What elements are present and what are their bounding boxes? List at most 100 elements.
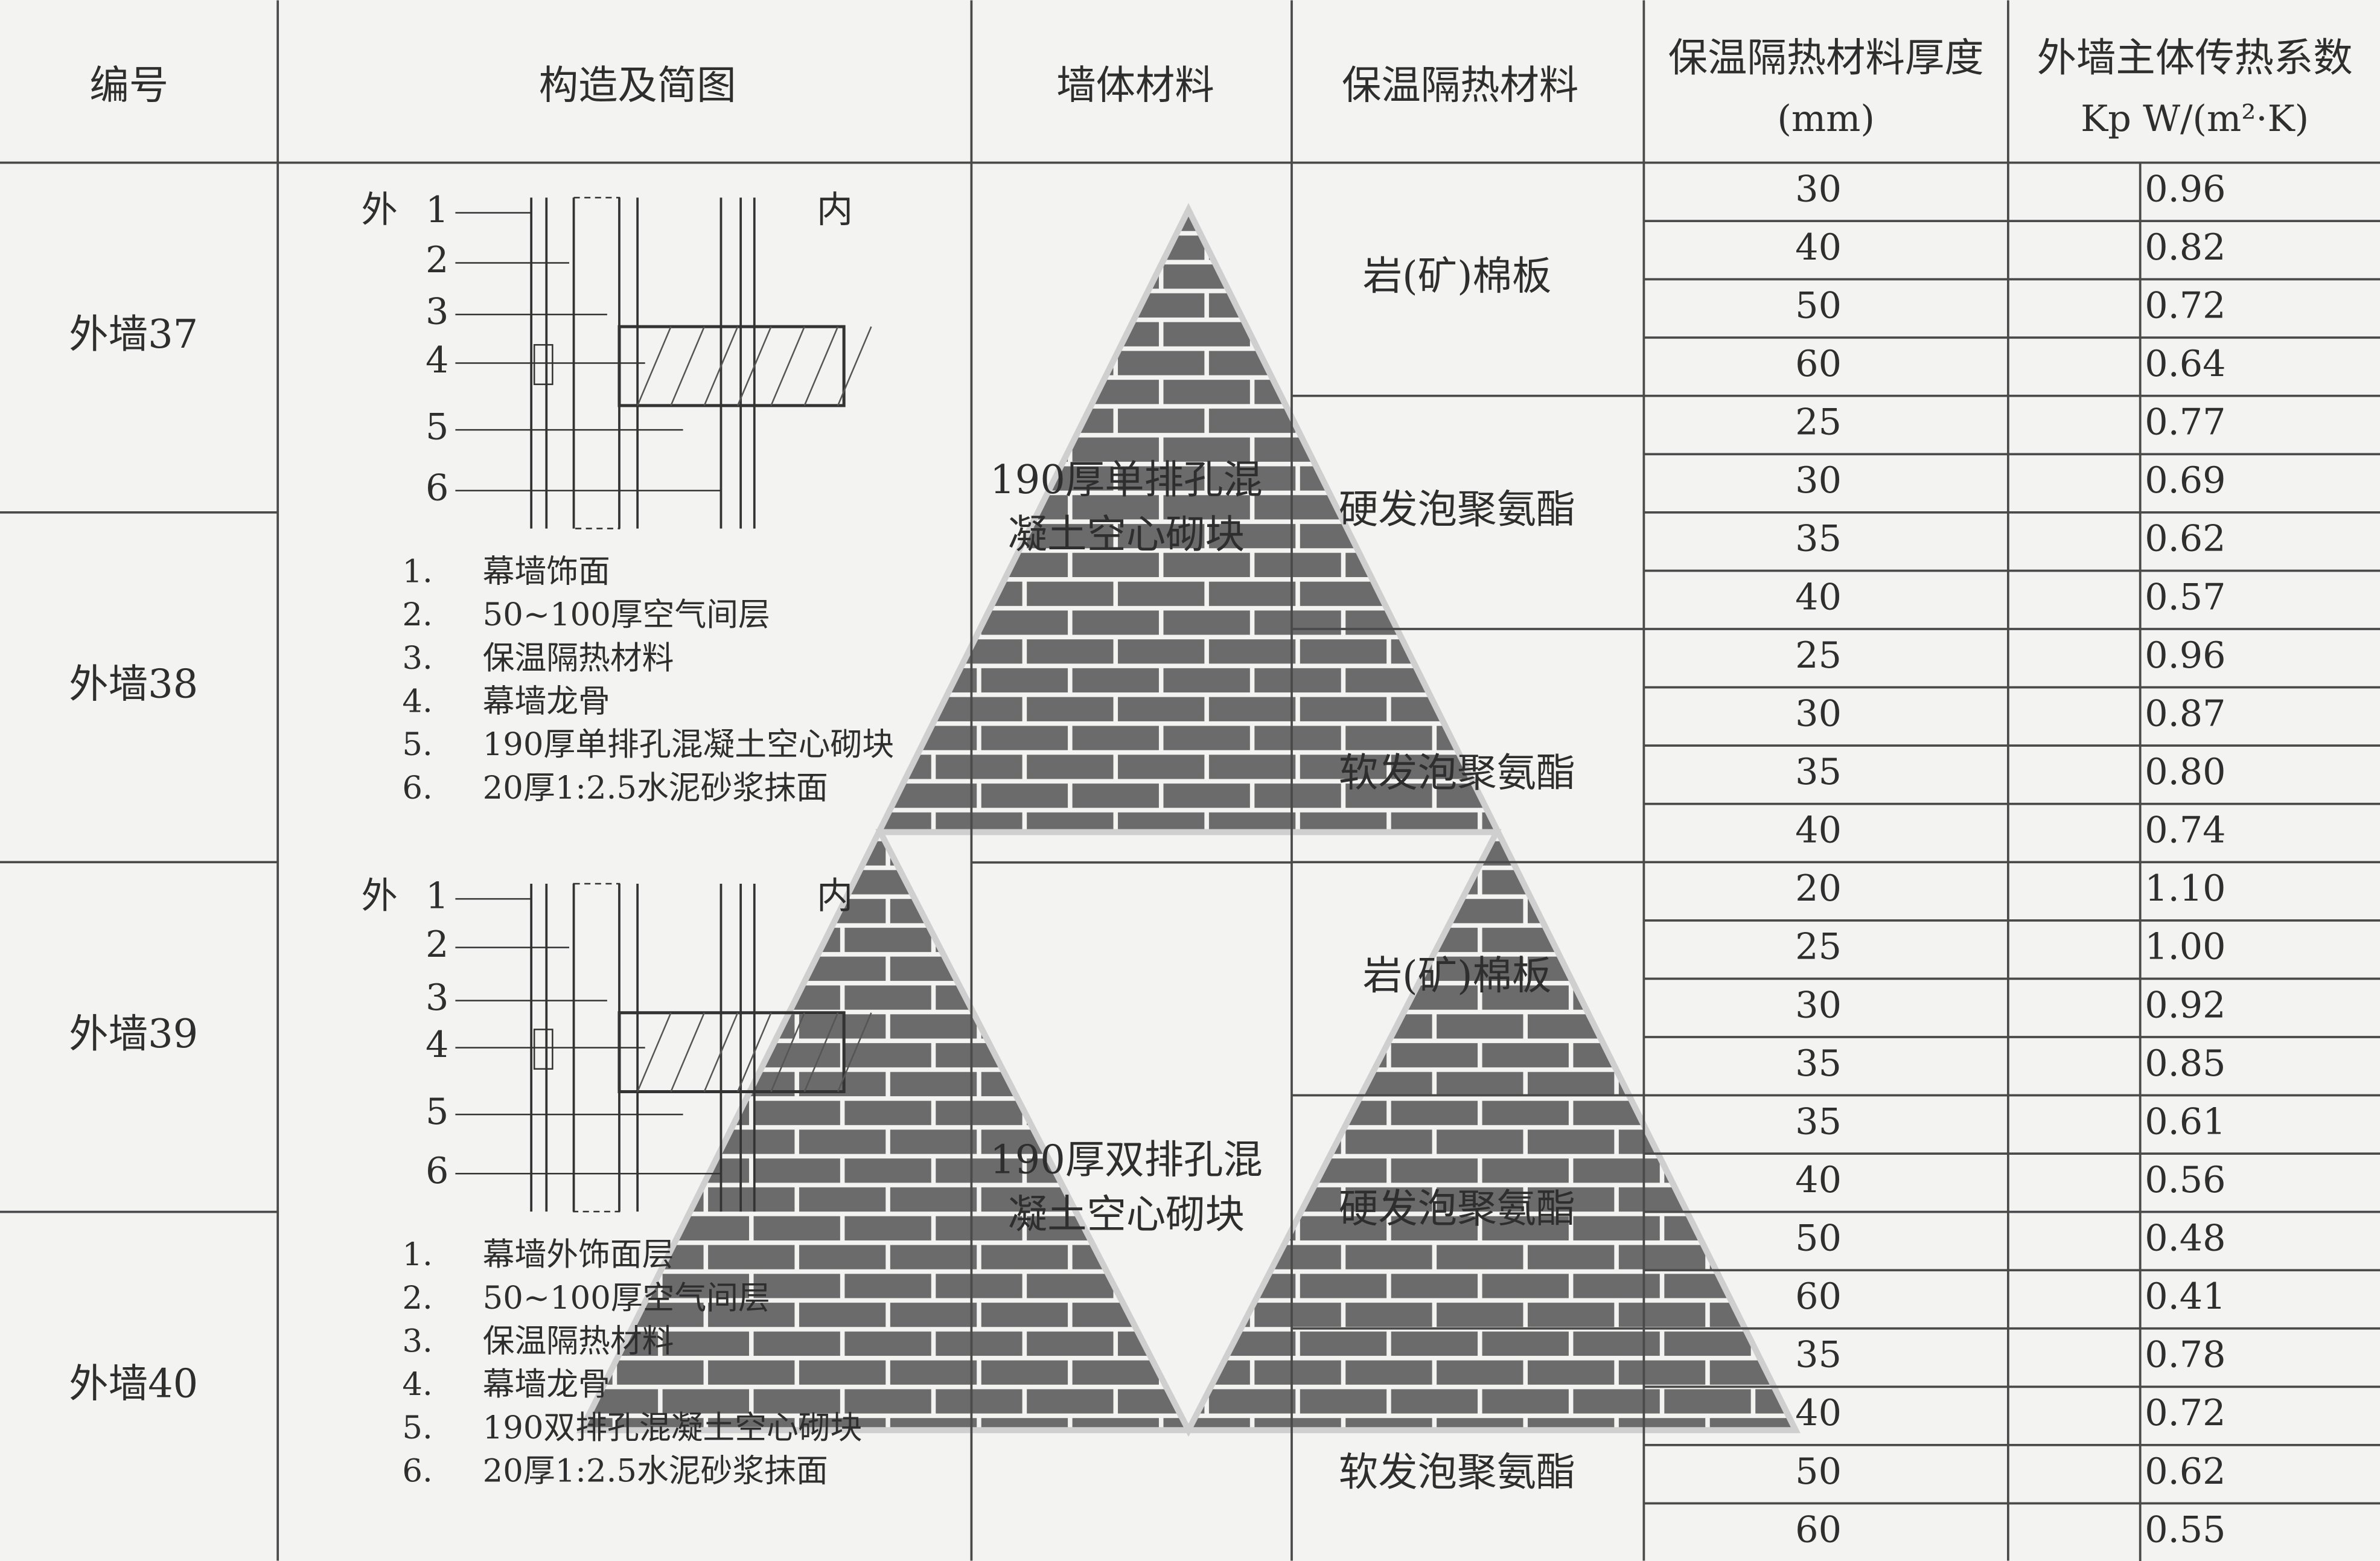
note-number: 6.: [402, 770, 432, 806]
thickness: 40: [1795, 226, 1842, 269]
hatch: [736, 1012, 772, 1092]
diagram-inside: 内: [817, 875, 853, 918]
thickness: 20: [1795, 867, 1842, 910]
thickness: 50: [1795, 1451, 1842, 1493]
note-number: 2.: [402, 1280, 432, 1317]
note-text: 20厚1:2.5水泥砂浆抹面: [483, 1452, 828, 1489]
insulation-material: 硬发泡聚氨酯: [1339, 1186, 1575, 1232]
hatch: [837, 326, 872, 406]
k-value: 0.77: [2145, 401, 2225, 444]
header-cell: 保温隔热材料: [1342, 62, 1578, 108]
layer-number: 5: [426, 406, 448, 449]
insulation-material: 岩(矿)棉板: [1363, 254, 1552, 299]
k-value: 0.85: [2145, 1042, 2225, 1085]
note-number: 3.: [402, 640, 432, 677]
k-value: 0.72: [2145, 1392, 2225, 1434]
note-number: 5.: [402, 1409, 432, 1446]
note-number: 1.: [402, 554, 432, 590]
thickness: 40: [1795, 576, 1842, 618]
hatch: [703, 326, 739, 406]
note-text: 保温隔热材料: [483, 640, 674, 677]
k-value: 1.00: [2145, 926, 2225, 968]
layer-number: 2: [426, 924, 448, 966]
note-text: 190双排孔混凝土空心砌块: [483, 1409, 863, 1446]
thickness: 35: [1795, 1334, 1842, 1376]
k-value: 0.92: [2145, 984, 2225, 1026]
thickness: 50: [1795, 285, 1842, 327]
note-text: 50~100厚空气间层: [483, 596, 770, 633]
brick-graphic: [576, 203, 1801, 1437]
k-value: 0.80: [2145, 751, 2225, 793]
hatch: [770, 1012, 805, 1092]
insulation-material: 岩(矿)棉板: [1363, 953, 1552, 998]
layer-number: 4: [426, 1024, 448, 1066]
note-text: 幕墙龙骨: [483, 1366, 610, 1403]
keel: [533, 344, 554, 385]
wall-material: 190厚单排孔混: [990, 457, 1263, 503]
wall-id: 外墙38: [69, 662, 198, 707]
floor-slab: [617, 325, 846, 407]
diagram-outside: 外: [361, 875, 397, 918]
k-value: 0.72: [2145, 285, 2225, 327]
thickness: 35: [1795, 1100, 1842, 1143]
note-number: 4.: [402, 1366, 432, 1403]
k-value: 0.82: [2145, 226, 2225, 269]
thickness: 60: [1795, 1275, 1842, 1318]
thickness: 50: [1795, 1218, 1842, 1260]
note-number: 2.: [402, 596, 432, 633]
k-value: 0.78: [2145, 1334, 2225, 1376]
wall-material: 190厚双排孔混: [990, 1137, 1263, 1183]
layer-number: 4: [426, 339, 448, 381]
layer-number: 6: [426, 467, 448, 509]
k-value: 0.61: [2145, 1100, 2225, 1143]
hatch: [670, 1012, 705, 1092]
layer-number: 5: [426, 1091, 448, 1133]
hatch: [803, 1012, 839, 1092]
thickness: 60: [1795, 343, 1842, 385]
note-number: 5.: [402, 726, 432, 763]
thickness: 25: [1795, 401, 1842, 444]
k-value: 0.64: [2145, 343, 2225, 385]
diagram-outside: 外: [361, 189, 397, 231]
table-content: 编号 构造及简图 墙体材料 保温隔热材料保温隔热材料厚度(mm)外墙主体传热系数Kp …: [69, 35, 2352, 1551]
k-value: 0.56: [2145, 1159, 2225, 1201]
thickness: 35: [1795, 1042, 1842, 1085]
hatch: [736, 326, 772, 406]
thickness: 25: [1795, 926, 1842, 968]
wall-material: 凝土空心砌块: [1008, 512, 1245, 558]
hatch: [770, 326, 805, 406]
note-text: 20厚1:2.5水泥砂浆抹面: [483, 770, 828, 806]
wall-id: 外墙39: [69, 1011, 198, 1057]
note-number: 4.: [402, 683, 432, 720]
k-value: 0.57: [2145, 576, 2225, 618]
note-text: 50~100厚空气间层: [483, 1280, 770, 1317]
thickness: 30: [1795, 984, 1842, 1026]
layer-number: 3: [426, 977, 448, 1019]
hatch: [837, 1012, 872, 1092]
note-text: 保温隔热材料: [483, 1323, 674, 1359]
wall-id: 外墙37: [69, 311, 198, 357]
insulation-material: 硬发泡聚氨酯: [1339, 487, 1575, 532]
note-text: 190厚单排孔混凝土空心砌块: [483, 726, 895, 763]
k-value: 0.96: [2145, 634, 2225, 677]
k-value: 1.10: [2145, 867, 2225, 910]
thickness: 40: [1795, 1159, 1842, 1201]
wall-material: 凝土空心砌块: [1008, 1192, 1245, 1237]
k-value: 0.62: [2145, 518, 2225, 560]
thickness: 40: [1795, 809, 1842, 852]
layer-number: 6: [426, 1150, 448, 1192]
header-cell: 构造及简图: [539, 62, 736, 108]
k-value: 0.62: [2145, 1451, 2225, 1493]
note-text: 幕墙龙骨: [483, 683, 610, 720]
k-value: 0.96: [2145, 168, 2225, 210]
hatch: [703, 1012, 739, 1092]
insulation-material: 软发泡聚氨酯: [1339, 750, 1575, 796]
layer-number: 1: [426, 875, 448, 918]
layer-number: 3: [426, 291, 448, 333]
wall-section: [455, 883, 872, 1213]
k-value: 0.48: [2145, 1218, 2225, 1260]
wall-id: 外墙40: [69, 1361, 198, 1406]
thickness: 30: [1795, 692, 1842, 735]
thickness: 60: [1795, 1508, 1842, 1551]
